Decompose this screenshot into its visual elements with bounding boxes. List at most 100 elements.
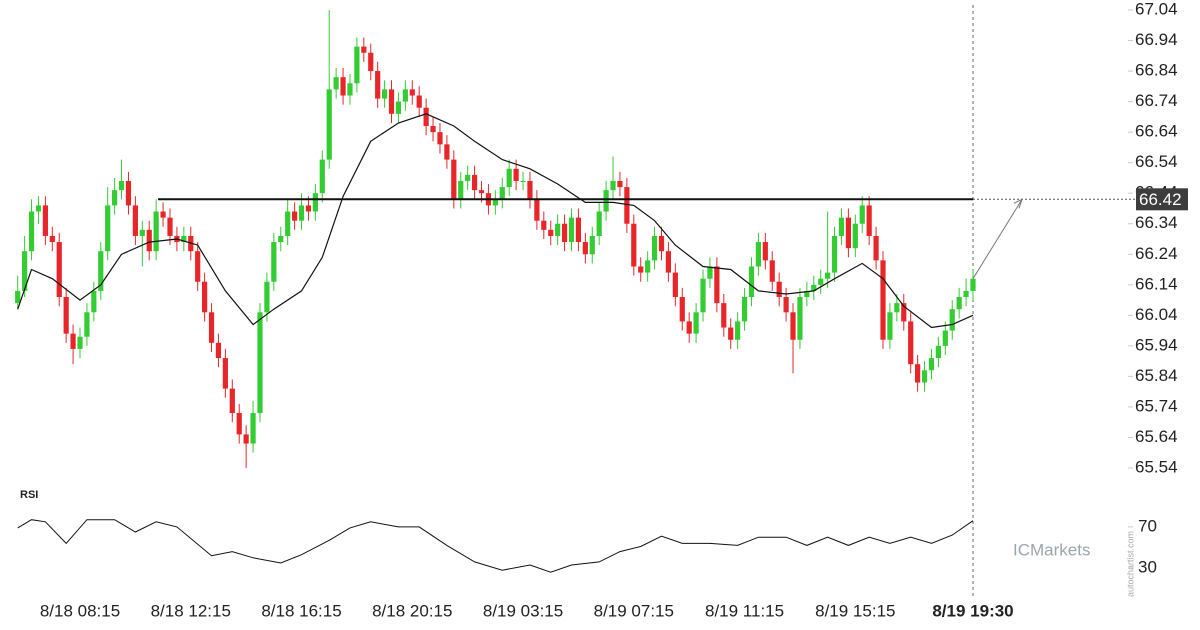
candle-body <box>63 297 69 334</box>
candle-body <box>368 52 374 72</box>
candle-body <box>894 303 900 313</box>
x-tick-label: 8/19 15:15 <box>815 601 895 620</box>
y-tick-label: 66.74 <box>1135 91 1178 110</box>
candle-body <box>298 205 305 221</box>
candle-body <box>838 217 845 236</box>
candle-body <box>783 297 789 313</box>
candle-body <box>645 260 651 273</box>
candle-body <box>167 217 173 236</box>
candle-body <box>430 126 436 133</box>
x-tick-label: 8/19 11:15 <box>705 601 784 620</box>
candle-body <box>679 297 685 322</box>
candle-body <box>229 388 235 414</box>
candle-body <box>541 220 547 230</box>
candle-body <box>845 217 851 249</box>
candle-body <box>409 89 415 96</box>
candle-body <box>714 266 720 304</box>
candle-body <box>610 180 616 191</box>
candle-body <box>250 413 256 444</box>
candle-body <box>437 132 443 145</box>
candle-body <box>589 235 595 255</box>
candle-body <box>388 89 395 114</box>
candle-body <box>91 290 97 313</box>
candle-body <box>291 211 298 221</box>
candle-body <box>381 89 388 99</box>
candle-body <box>624 187 630 224</box>
candle-body <box>928 358 935 371</box>
candle-body <box>831 235 838 273</box>
candle-body <box>423 107 429 127</box>
candle-body <box>555 223 561 236</box>
y-tick-label: 66.94 <box>1135 30 1178 49</box>
candle-body <box>631 223 637 267</box>
candle-body <box>755 242 762 267</box>
candle-body <box>347 83 353 96</box>
candle-body <box>575 217 582 243</box>
candle-body <box>471 174 478 191</box>
candle-body <box>42 205 48 236</box>
candle-body <box>603 190 609 212</box>
candle-body <box>693 312 699 334</box>
candle-body <box>527 180 533 200</box>
candle-body <box>319 159 325 194</box>
y-tick-label: 65.54 <box>1135 457 1178 476</box>
candle-body <box>444 144 450 160</box>
candle-body <box>935 345 941 359</box>
candle-body <box>818 278 824 285</box>
candle-body <box>721 303 727 328</box>
candle-body <box>15 290 21 304</box>
x-tick-label: 8/18 08:15 <box>40 601 120 620</box>
candle-body <box>921 370 928 383</box>
candle-body <box>416 95 422 108</box>
candle-body <box>825 272 831 279</box>
candle-body <box>215 342 222 359</box>
candle-body <box>105 205 111 252</box>
candle-body <box>548 229 554 236</box>
candle-body <box>970 278 976 291</box>
candle-body <box>264 281 270 313</box>
credit: autochartist.com <box>1125 531 1135 597</box>
candle-body <box>236 413 242 435</box>
candle-body <box>956 297 962 310</box>
candle-body <box>797 297 803 340</box>
y-tick-label: 66.34 <box>1135 213 1178 232</box>
candle-body <box>278 235 284 243</box>
candle-body <box>202 281 208 313</box>
rsi-label: RSI <box>20 489 38 501</box>
candle-body <box>361 46 367 53</box>
candle-body <box>84 312 90 337</box>
candle-body <box>651 235 658 261</box>
candle-body <box>458 180 464 200</box>
candle-body <box>153 211 159 252</box>
candle-body <box>700 278 706 313</box>
y-tick-label: 65.84 <box>1135 366 1178 385</box>
candle-body <box>222 358 228 389</box>
candle-body <box>520 180 526 182</box>
candle-body <box>146 229 152 252</box>
rsi-tick-label: 70 <box>1138 516 1157 535</box>
x-tick-label: 8/19 03:15 <box>483 601 563 620</box>
candle-body <box>125 180 132 206</box>
candle-body <box>638 266 644 273</box>
level-tag-label: 66.42 <box>1139 190 1182 209</box>
candle-body <box>568 217 575 243</box>
moving-average <box>17 113 974 329</box>
candle-body <box>804 290 810 298</box>
level-tag <box>1136 188 1188 211</box>
candle-body <box>873 235 879 261</box>
candle-body <box>963 290 969 298</box>
candle-body <box>776 281 782 298</box>
y-tick-label: 65.64 <box>1135 427 1178 446</box>
x-tick-label: 8/18 20:15 <box>372 601 452 620</box>
candle-body <box>534 199 540 221</box>
candle-body <box>617 180 623 188</box>
candle-body <box>880 260 886 340</box>
candle-body <box>333 77 339 90</box>
candle-body <box>852 223 858 249</box>
candle-body <box>118 180 125 191</box>
candle-body <box>35 205 42 212</box>
x-tick-label: 8/19 19:30 <box>932 601 1013 620</box>
y-tick-label: 67.04 <box>1135 0 1178 18</box>
candle-body <box>769 260 775 282</box>
